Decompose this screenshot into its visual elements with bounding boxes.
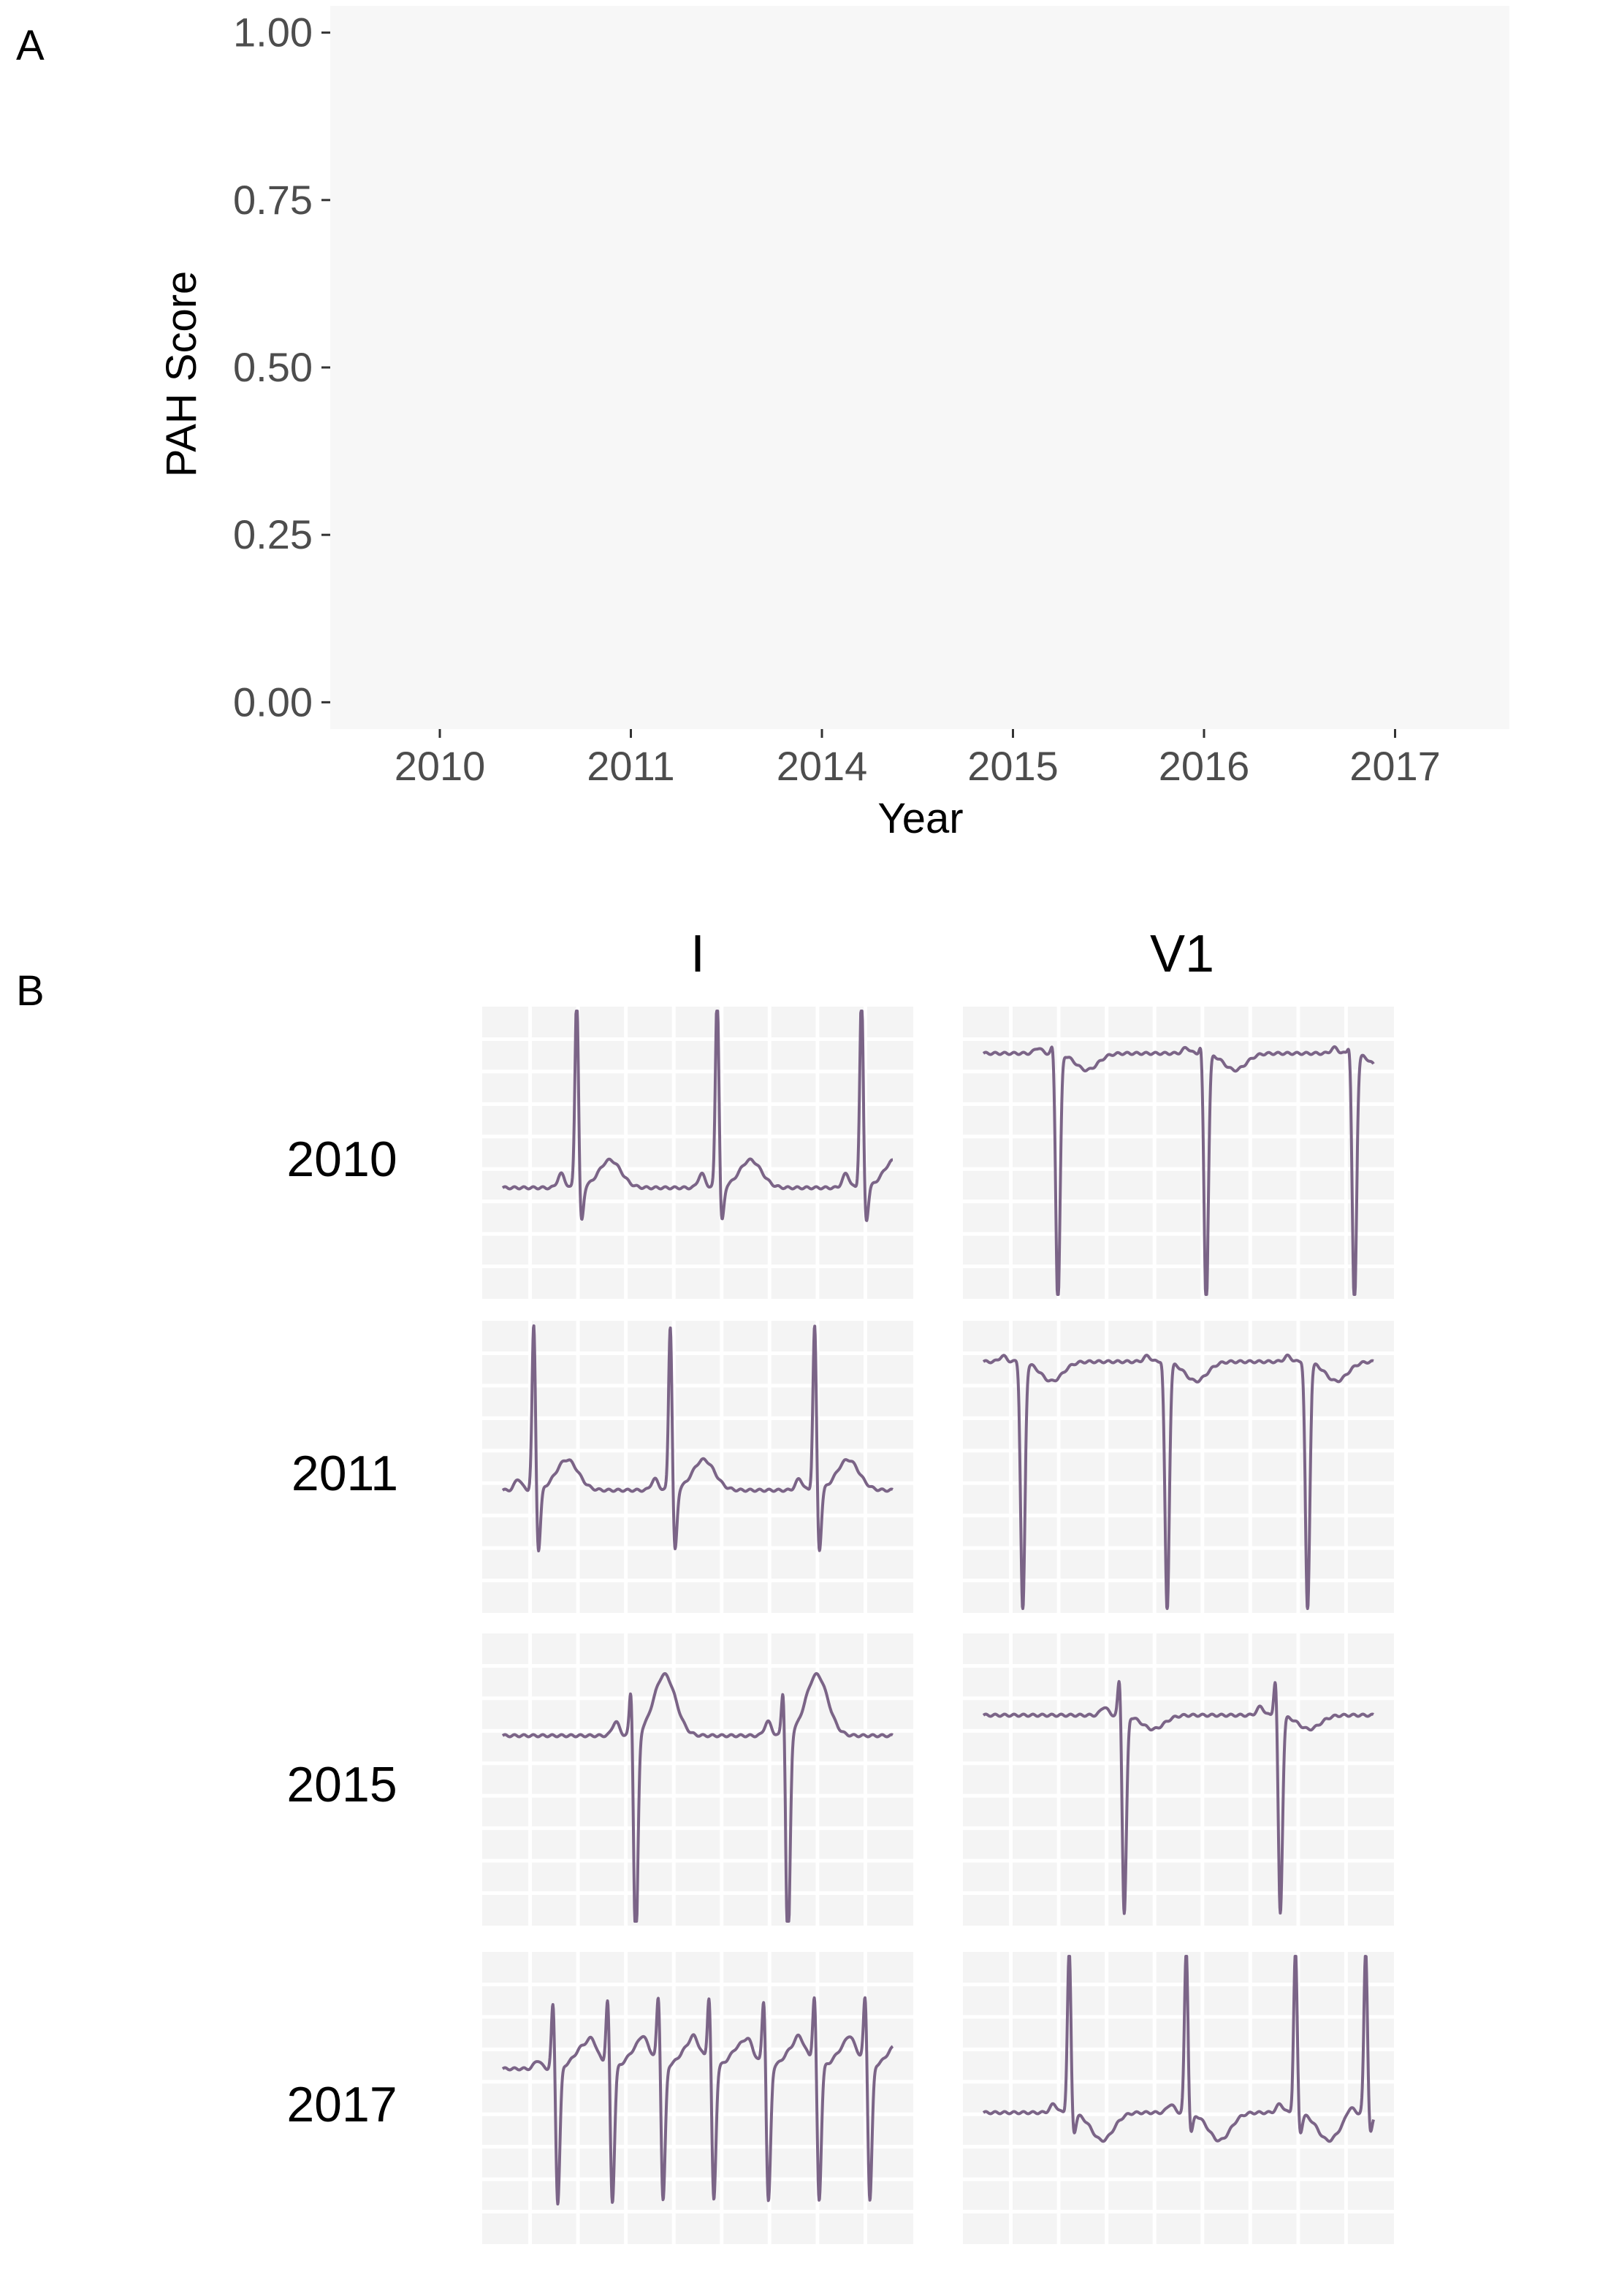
ecg-strip-2017-v1 (963, 1952, 1394, 2244)
ecg-grid-background (482, 1321, 913, 1613)
ecg-grid-background (963, 1321, 1394, 1613)
panel-label-b: B (16, 967, 45, 1015)
line-chart: 0.000.250.500.751.00 2010 2011 2014 2015 201… (158, 6, 1509, 842)
y-tick-label: 0.50 (233, 344, 313, 390)
ecg-row-label-2010: 2010 (286, 1132, 397, 1187)
ecg-grid-background (963, 1633, 1394, 1926)
ecg-column-label-v1: V1 (1150, 925, 1214, 983)
y-tick-labels: 0.00 0.25 0.50 0.75 1.00 (233, 9, 330, 725)
ecg-panel: I V1 2010 2011 2015 2017 (286, 925, 1394, 2244)
ecg-column-labels: I V1 (690, 925, 1214, 983)
ecg-trace (982, 1679, 1375, 1915)
x-tick-label: 2010 (395, 743, 486, 789)
y-tick-label: 1.00 (233, 9, 313, 56)
ecg-grid-background (482, 1633, 913, 1926)
x-axis-label: Year (877, 795, 963, 842)
x-tick-label: 2014 (777, 743, 868, 789)
y-tick-label: 0.25 (233, 511, 313, 557)
ecg-grid-background (963, 1952, 1394, 2244)
ecg-trace (501, 1010, 894, 1222)
ecg-strip-2011-i (482, 1321, 913, 1613)
plot-area (330, 6, 1509, 729)
ecg-strips (482, 1007, 1394, 2244)
ecg-strip-2017-i (482, 1952, 913, 2244)
ecg-strip-2015-i (482, 1633, 913, 1926)
ecg-row-label-2011: 2011 (292, 1446, 398, 1501)
ecg-strip-2010-i (482, 1007, 913, 1299)
ecg-trace (501, 1671, 894, 1923)
panel-label-a: A (16, 22, 45, 69)
y-tick-label: 0.00 (233, 679, 313, 725)
x-tick-label: 2016 (1159, 743, 1250, 789)
ecg-grid-background (482, 1007, 913, 1299)
x-tick-label: 2015 (967, 743, 1059, 789)
x-tick-label: 2017 (1349, 743, 1441, 789)
ecg-grid-background (963, 1007, 1394, 1299)
ecg-strip-2015-v1 (963, 1633, 1394, 1926)
ecg-trace (982, 1353, 1375, 1610)
ecg-row-label-2015: 2015 (286, 1757, 397, 1812)
ecg-row-labels: 2010 2011 2015 2017 (286, 1132, 398, 2132)
x-tick-label: 2011 (587, 743, 674, 789)
ecg-trace (501, 1324, 894, 1552)
ecg-trace (982, 1955, 1375, 2143)
y-tick-label: 0.75 (233, 177, 313, 223)
ecg-row-label-2017: 2017 (286, 2077, 397, 2132)
ecg-trace (501, 1996, 894, 2206)
ecg-column-label-i: I (690, 925, 705, 983)
ecg-strip-2010-v1 (963, 1007, 1394, 1299)
ecg-trace (982, 1045, 1375, 1296)
x-tick-labels: 2010 2011 2014 2015 2016 2017 (395, 729, 1441, 789)
ecg-strip-2011-v1 (963, 1321, 1394, 1613)
y-axis-label: PAH Score (158, 271, 205, 478)
ecg-grid-background (482, 1952, 913, 2244)
